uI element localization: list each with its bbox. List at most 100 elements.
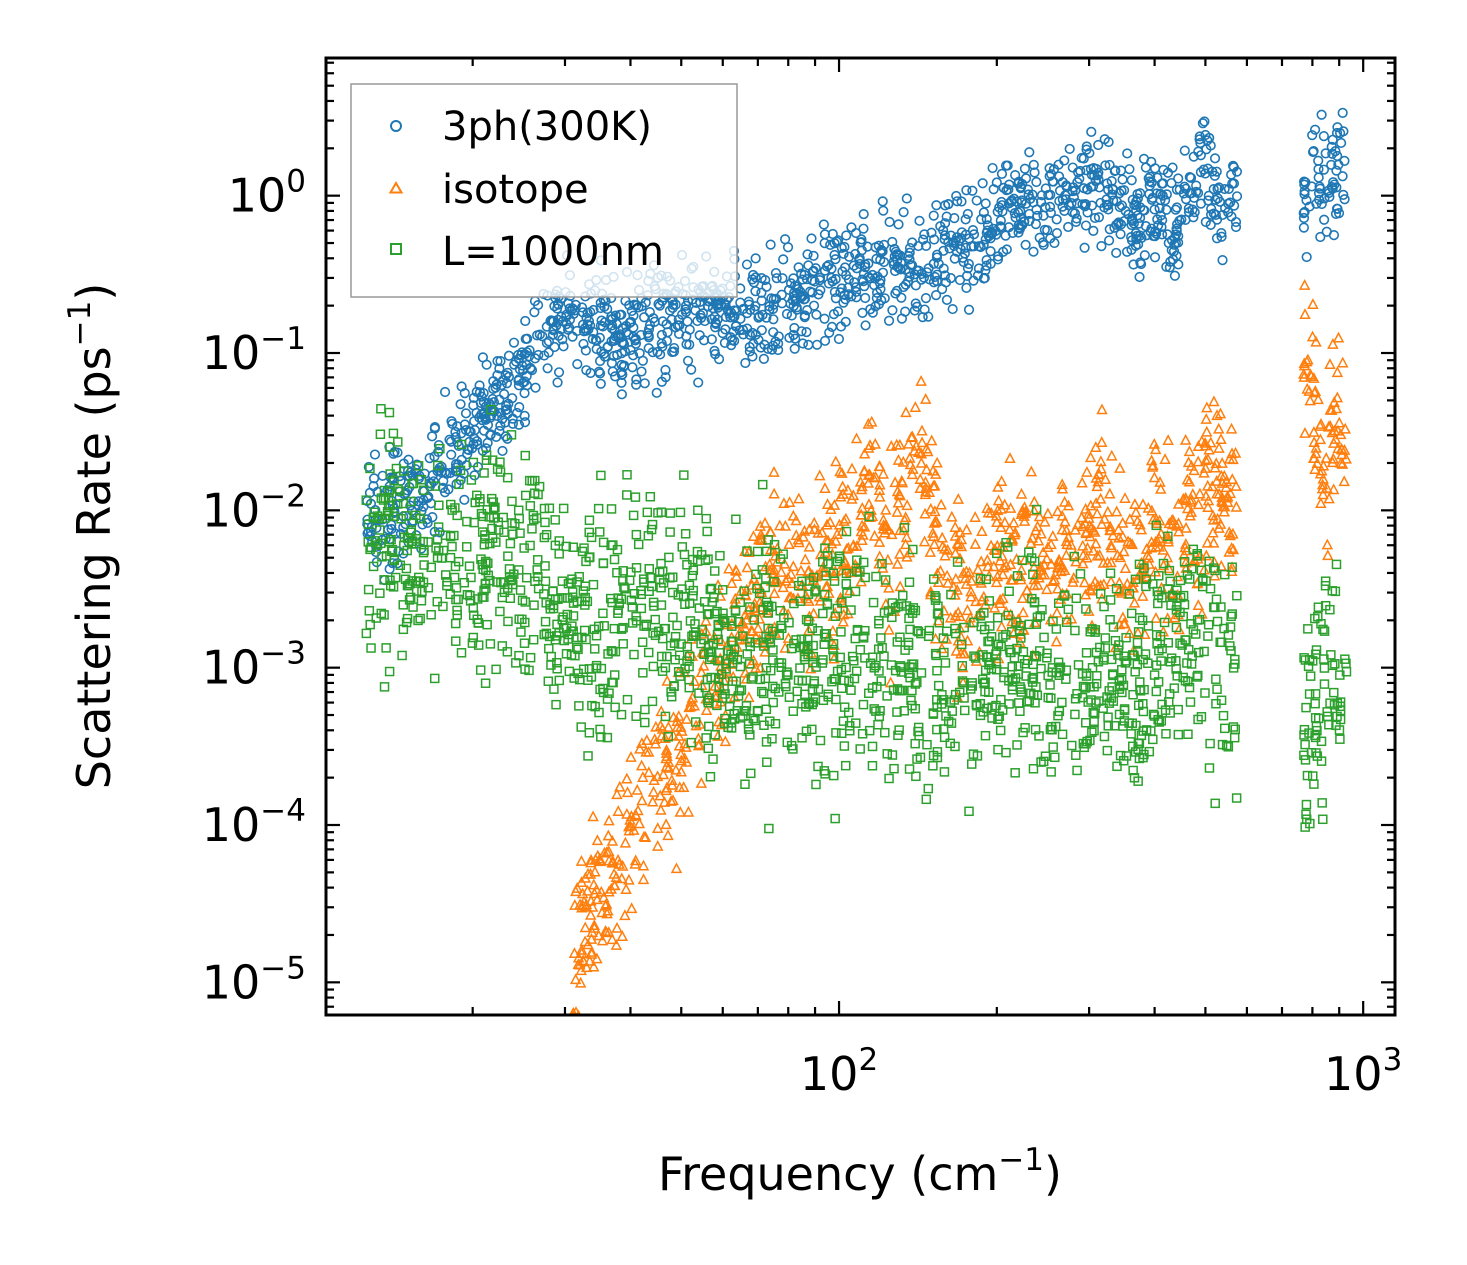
point-isotope <box>909 401 922 412</box>
point-l1000nm <box>1317 798 1327 808</box>
point-l1000nm <box>908 603 919 613</box>
point-l1000nm <box>520 490 531 501</box>
point-l1000nm <box>752 546 763 557</box>
point-l1000nm <box>395 560 406 571</box>
point-l1000nm <box>497 641 508 651</box>
point-3ph <box>928 210 939 221</box>
point-isotope <box>1059 515 1071 527</box>
point-isotope <box>1061 613 1073 625</box>
point-3ph <box>740 357 751 369</box>
point-isotope <box>623 873 635 885</box>
point-3ph <box>471 436 483 447</box>
point-3ph <box>1161 261 1172 272</box>
point-l1000nm <box>1205 583 1216 594</box>
point-isotope <box>862 476 875 488</box>
point-3ph <box>1115 229 1126 240</box>
point-l1000nm <box>505 538 516 549</box>
point-isotope <box>1056 509 1068 521</box>
point-isotope <box>675 721 687 732</box>
point-l1000nm <box>680 529 691 539</box>
point-l1000nm <box>839 741 850 751</box>
point-isotope <box>1047 575 1059 587</box>
point-l1000nm <box>368 561 379 572</box>
point-3ph <box>424 452 435 464</box>
point-3ph <box>802 249 813 260</box>
point-l1000nm <box>828 651 839 661</box>
point-isotope <box>1210 457 1222 469</box>
point-3ph <box>1320 148 1331 159</box>
point-3ph <box>588 326 599 338</box>
point-3ph <box>1038 239 1049 251</box>
point-l1000nm <box>545 600 555 610</box>
point-l1000nm <box>481 455 492 465</box>
point-isotope <box>1000 559 1013 571</box>
point-isotope <box>603 854 615 866</box>
point-3ph <box>1316 109 1327 120</box>
point-l1000nm <box>867 760 878 771</box>
point-l1000nm <box>687 570 698 581</box>
point-l1000nm <box>697 625 707 635</box>
point-l1000nm <box>631 529 642 540</box>
point-l1000nm <box>599 621 609 631</box>
point-l1000nm <box>880 575 891 585</box>
point-3ph <box>840 316 851 327</box>
point-3ph <box>1194 134 1205 145</box>
point-l1000nm <box>694 603 705 613</box>
point-l1000nm <box>969 651 979 661</box>
point-isotope <box>879 503 892 515</box>
point-l1000nm <box>831 694 841 705</box>
point-isotope <box>616 859 629 871</box>
point-l1000nm <box>682 560 692 570</box>
point-isotope <box>1225 422 1238 434</box>
point-l1000nm <box>996 694 1006 705</box>
point-isotope <box>830 534 842 546</box>
point-isotope <box>634 742 646 754</box>
point-l1000nm <box>1090 627 1100 637</box>
point-l1000nm <box>505 593 516 604</box>
point-l1000nm <box>449 572 460 583</box>
point-l1000nm <box>801 726 812 737</box>
point-3ph <box>1223 183 1234 195</box>
point-l1000nm <box>515 528 525 538</box>
point-l1000nm <box>708 638 718 649</box>
series-2-points <box>361 404 1352 834</box>
point-l1000nm <box>688 565 699 576</box>
point-isotope <box>572 958 585 970</box>
point-isotope <box>941 543 954 555</box>
point-3ph <box>446 449 457 460</box>
point-3ph <box>1075 165 1086 177</box>
point-l1000nm <box>509 569 519 579</box>
point-isotope <box>988 560 1000 572</box>
point-l1000nm <box>551 699 561 710</box>
point-3ph <box>768 314 779 325</box>
point-l1000nm <box>503 551 513 561</box>
point-isotope <box>1208 569 1221 581</box>
point-l1000nm <box>1164 565 1175 576</box>
point-l1000nm <box>366 643 376 653</box>
point-l1000nm <box>752 705 763 716</box>
point-l1000nm <box>583 751 593 761</box>
point-isotope <box>730 570 743 582</box>
point-isotope <box>779 519 792 531</box>
point-l1000nm <box>434 500 444 511</box>
point-3ph <box>1118 185 1130 196</box>
point-3ph <box>878 256 890 268</box>
point-l1000nm <box>479 585 489 596</box>
point-isotope <box>1215 469 1228 481</box>
point-3ph <box>510 356 522 367</box>
point-l1000nm <box>911 771 921 782</box>
point-isotope <box>1082 507 1095 519</box>
point-isotope <box>647 785 660 797</box>
point-isotope <box>1094 492 1107 504</box>
point-l1000nm <box>728 652 739 662</box>
point-isotope <box>846 462 858 474</box>
point-l1000nm <box>872 681 882 692</box>
point-isotope <box>1315 418 1327 429</box>
point-l1000nm <box>1169 683 1180 693</box>
point-isotope <box>1203 443 1215 455</box>
point-isotope <box>1212 422 1225 434</box>
point-isotope <box>1049 568 1062 580</box>
point-isotope <box>662 829 674 841</box>
point-3ph <box>962 208 973 220</box>
point-isotope <box>1084 530 1096 542</box>
